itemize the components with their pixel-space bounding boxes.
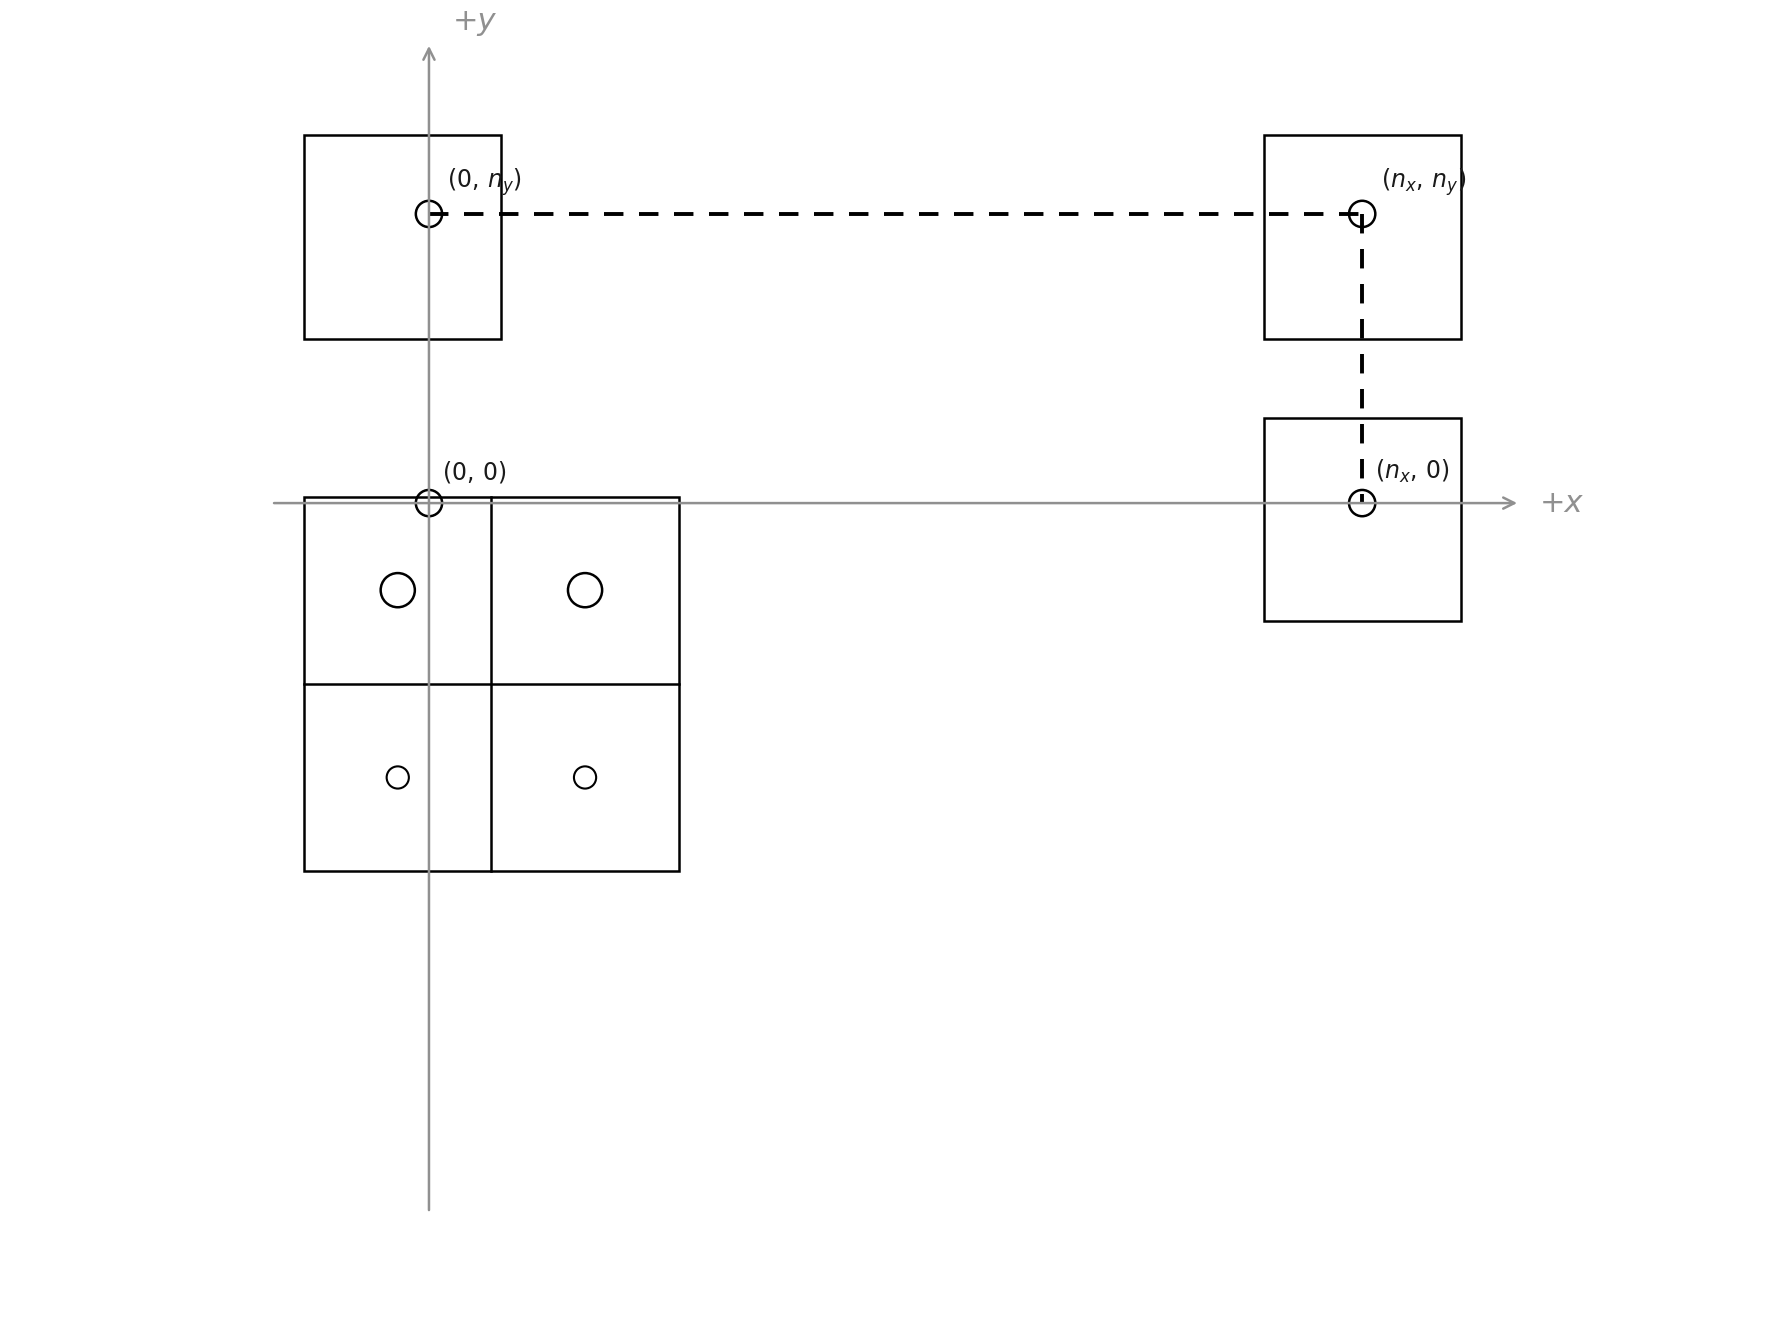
Text: $(0,\,0)$: $(0,\,0)$ — [443, 459, 507, 485]
Bar — [1264, 418, 1462, 621]
Text: $(n_x,\,0)$: $(n_x,\,0)$ — [1376, 457, 1451, 485]
Bar — [304, 497, 679, 871]
Text: $(0,\,n_y)$: $(0,\,n_y)$ — [448, 166, 523, 198]
Bar — [304, 134, 501, 339]
Text: +y: +y — [453, 8, 496, 37]
Text: $(n_x,\,n_y)$: $(n_x,\,n_y)$ — [1380, 166, 1465, 198]
Text: +x: +x — [1540, 489, 1582, 518]
Bar — [1264, 134, 1462, 339]
